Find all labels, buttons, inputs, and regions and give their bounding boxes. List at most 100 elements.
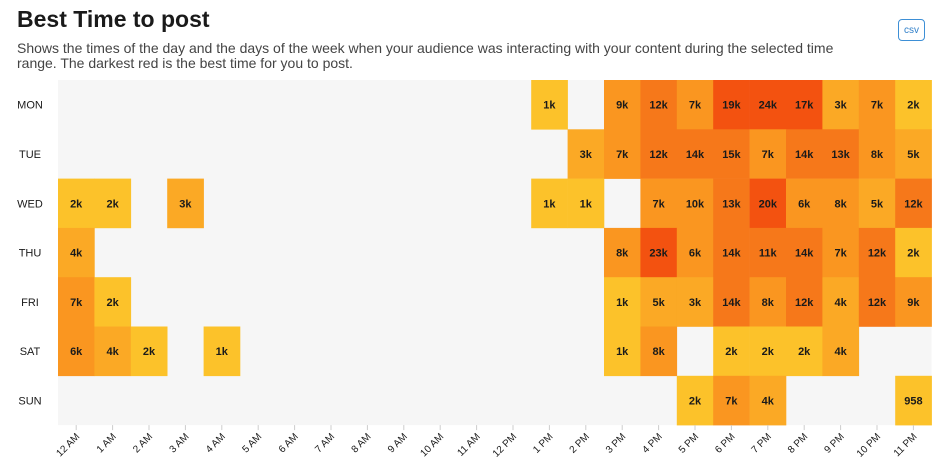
heatmap-cell[interactable] (167, 178, 204, 229)
heatmap-cell[interactable] (858, 178, 896, 229)
hour-label: 12 PM (491, 431, 519, 459)
heatmap-cell[interactable] (531, 178, 568, 229)
heatmap-cell[interactable] (567, 129, 605, 179)
hour-label: 10 AM (418, 431, 446, 459)
heatmap-cell[interactable] (640, 80, 678, 130)
heatmap-cell[interactable] (713, 227, 750, 278)
heatmap-cell[interactable] (858, 277, 896, 327)
heatmap-cell[interactable] (749, 80, 787, 130)
heatmap-cell[interactable] (94, 178, 132, 229)
heatmap-cell[interactable] (713, 326, 750, 377)
heatmap-cell[interactable] (604, 277, 641, 327)
heatmap-cell[interactable] (676, 178, 714, 229)
heatmap-cell-label: 7k (616, 149, 629, 161)
heatmap-cell[interactable] (895, 277, 932, 327)
heatmap-cell[interactable] (604, 227, 641, 278)
heatmap-cell[interactable] (203, 326, 241, 377)
heatmap-cell-label: 3k (179, 198, 192, 210)
hour-label: 9 PM (822, 431, 846, 455)
heatmap-cell-label: 9k (616, 100, 629, 112)
heatmap-cell[interactable] (858, 129, 896, 179)
heatmap-cell[interactable] (567, 178, 605, 229)
heatmap-cell-label: 12k (649, 149, 668, 161)
heatmap-cell[interactable] (786, 129, 823, 179)
heatmap-cell[interactable] (676, 375, 714, 426)
heatmap-cell[interactable] (676, 277, 714, 327)
heatmap-cell[interactable] (822, 326, 860, 377)
heatmap-cell[interactable] (895, 375, 932, 426)
heatmap-cell-label: 2k (689, 395, 702, 407)
hour-label: 7 AM (313, 431, 337, 455)
heatmap-cell[interactable] (604, 129, 641, 179)
heatmap-cell[interactable] (749, 375, 787, 426)
heatmap-cell[interactable] (640, 129, 678, 179)
heatmap-cell[interactable] (895, 80, 932, 130)
heatmap-cell-label: 17k (795, 100, 814, 112)
heatmap-cell[interactable] (94, 277, 132, 327)
heatmap-cell-label: 4k (834, 297, 847, 309)
heatmap-cell[interactable] (822, 129, 860, 179)
heatmap-cell[interactable] (786, 178, 823, 229)
heatmap-cell[interactable] (786, 277, 823, 327)
heatmap-cell[interactable] (822, 80, 860, 130)
heatmap-cell[interactable] (895, 227, 932, 278)
heatmap-cell-label: 8k (871, 149, 884, 161)
hour-label: 8 AM (350, 431, 374, 455)
heatmap-cell-label: 8k (652, 346, 665, 358)
heatmap-cell[interactable] (713, 178, 750, 229)
heatmap-cell[interactable] (531, 80, 568, 130)
heatmap-cell-label: 24k (759, 100, 778, 112)
day-label: FRI (21, 297, 39, 309)
heatmap-cell[interactable] (713, 277, 750, 327)
heatmap-cell[interactable] (640, 178, 678, 229)
heatmap-cell-label: 7k (652, 198, 665, 210)
heatmap-cell[interactable] (786, 227, 823, 278)
heatmap-cell[interactable] (713, 129, 750, 179)
hour-label: 10 PM (855, 431, 883, 459)
heatmap-cell[interactable] (858, 227, 896, 278)
heatmap-cell[interactable] (58, 277, 95, 327)
page-subtitle: Shows the times of the day and the days … (17, 40, 834, 71)
heatmap-cell[interactable] (749, 178, 787, 229)
heatmap-cell[interactable] (640, 227, 678, 278)
heatmap-cell[interactable] (713, 375, 750, 426)
heatmap-cell[interactable] (749, 227, 787, 278)
heatmap-cell[interactable] (676, 129, 714, 179)
heatmap-cell[interactable] (786, 80, 823, 130)
heatmap-cell-label: 12k (868, 297, 887, 309)
heatmap-cell-label: 12k (649, 100, 668, 112)
heatmap-cell[interactable] (895, 178, 932, 229)
heatmap-cell[interactable] (749, 326, 787, 377)
heatmap-cell[interactable] (822, 277, 860, 327)
heatmap-cell-label: 2k (106, 297, 119, 309)
heatmap-cell-label: 14k (795, 248, 814, 260)
heatmap-cell-label: 7k (762, 149, 775, 161)
heatmap-cell-label: 12k (904, 198, 923, 210)
day-label: SAT (20, 346, 41, 358)
heatmap-cell[interactable] (713, 80, 750, 130)
heatmap-cell[interactable] (676, 227, 714, 278)
heatmap-cell[interactable] (640, 277, 678, 327)
heatmap-cell-label: 8k (616, 248, 629, 260)
heatmap-cell[interactable] (130, 326, 168, 377)
heatmap-cell[interactable] (604, 326, 641, 377)
heatmap-cell[interactable] (749, 129, 787, 179)
heatmap-cell-label: 1k (616, 297, 629, 309)
heatmap-cell[interactable] (604, 80, 641, 130)
csv-download-button[interactable]: csv (898, 19, 925, 41)
heatmap-cell-label: 1k (216, 346, 229, 358)
heatmap-cell[interactable] (640, 326, 678, 377)
heatmap-cell[interactable] (676, 80, 714, 130)
heatmap-cell[interactable] (786, 326, 823, 377)
hour-label: 1 AM (95, 431, 119, 455)
heatmap-cell[interactable] (749, 277, 787, 327)
heatmap-cell[interactable] (895, 129, 932, 179)
heatmap-cell[interactable] (94, 326, 132, 377)
heatmap-cell[interactable] (822, 178, 860, 229)
hour-label: 1 PM (531, 431, 555, 455)
heatmap-cell[interactable] (58, 326, 95, 377)
heatmap-cell[interactable] (58, 178, 95, 229)
heatmap-cell[interactable] (822, 227, 860, 278)
heatmap-cell[interactable] (858, 80, 896, 130)
heatmap-cell[interactable] (58, 227, 95, 278)
